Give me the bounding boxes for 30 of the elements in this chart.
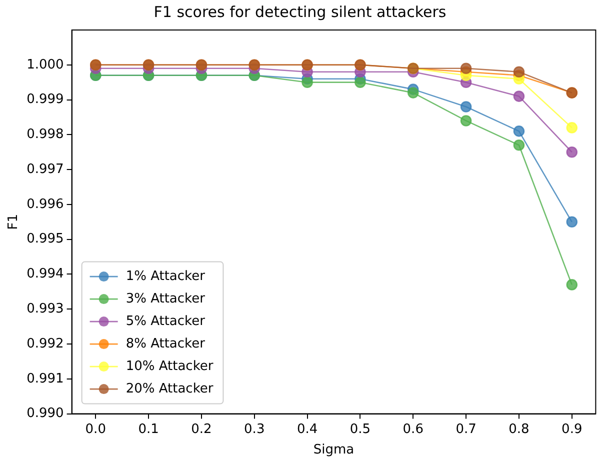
y-tick-label: 0.994: [26, 266, 64, 282]
legend-label: 8% Attacker: [126, 336, 206, 352]
y-tick-label: 0.995: [26, 232, 64, 247]
x-tick-label: 0.5: [350, 422, 371, 437]
legend-label: 3% Attacker: [126, 291, 206, 306]
y-tick-label: 0.997: [26, 162, 64, 177]
x-tick-label: 0.3: [244, 422, 265, 437]
x-tick-label: 0.4: [296, 422, 318, 437]
chart-title: F1 scores for detecting silent attackers: [154, 2, 446, 21]
y-axis-title: F1: [6, 214, 22, 230]
legend-label: 1% Attacker: [126, 268, 206, 284]
x-tick-label: 0.1: [138, 422, 159, 437]
legend-label: 10% Attacker: [126, 358, 214, 374]
y-tick-label: 0.999: [26, 92, 64, 108]
x-tick-label: 0.8: [508, 422, 530, 437]
legend-label: 5% Attacker: [126, 314, 206, 329]
x-tick-label: 0.9: [562, 422, 582, 437]
y-tick-label: 0.993: [26, 302, 64, 316]
y-tick-label: 0.996: [26, 196, 64, 212]
x-tick-label: 0.6: [402, 422, 424, 437]
x-tick-label: 0.2: [191, 422, 212, 437]
x-tick-label: 0.0: [85, 422, 106, 437]
y-tick-label: 0.991: [26, 371, 64, 386]
y-tick-label: 1.000: [26, 57, 64, 72]
legend-label: 20% Attacker: [126, 381, 214, 396]
x-axis-title: Sigma: [313, 442, 354, 458]
y-tick-label: 0.998: [26, 127, 64, 142]
y-tick-label: 0.992: [26, 336, 64, 352]
x-tick-label: 0.7: [456, 422, 476, 437]
y-tick-label: 0.990: [26, 406, 64, 422]
